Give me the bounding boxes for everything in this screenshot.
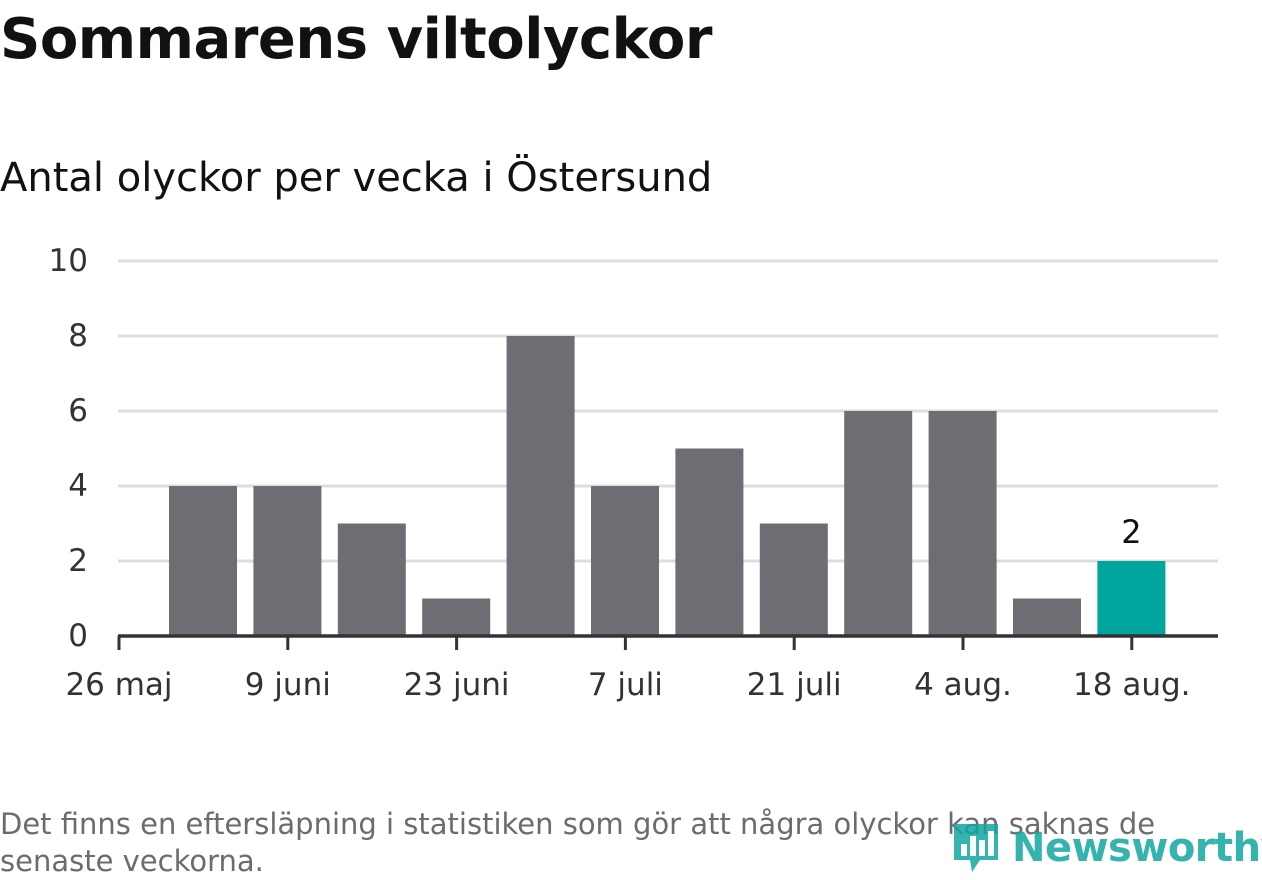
brand-name: Newsworthy bbox=[1012, 825, 1262, 871]
bar bbox=[422, 598, 491, 636]
chart-subtitle: Antal olyckor per vecka i Östersund bbox=[0, 155, 713, 201]
bar bbox=[675, 448, 744, 636]
y-tick-label: 10 bbox=[49, 243, 88, 279]
x-axis-tick-labels: 26 maj 9 juni 23 juni 7 juli 21 juli 4 aug. 18… bbox=[65, 667, 1190, 703]
x-axis bbox=[117, 634, 1218, 650]
bar bbox=[591, 486, 659, 636]
bar bbox=[759, 523, 828, 636]
bar bbox=[844, 411, 913, 636]
bar bbox=[253, 486, 322, 636]
bar-chart-bubble-icon bbox=[954, 824, 998, 872]
x-tick-label: 9 juni bbox=[245, 667, 331, 703]
y-axis-tick-labels: 0 2 4 6 8 10 bbox=[49, 243, 88, 654]
x-tick-label: 18 aug. bbox=[1073, 667, 1190, 703]
brand-logo[interactable]: Newsworthy bbox=[950, 818, 1262, 878]
bar bbox=[506, 336, 575, 636]
y-tick-label: 4 bbox=[68, 468, 88, 504]
y-tick-label: 6 bbox=[68, 393, 88, 429]
x-tick-label: 7 juli bbox=[588, 667, 663, 703]
data-label: 2 bbox=[1121, 513, 1141, 551]
y-tick-label: 0 bbox=[68, 618, 88, 654]
data-labels: 2 bbox=[1121, 513, 1141, 551]
chart-title: Sommarens viltolyckor bbox=[0, 7, 712, 72]
y-tick-label: 2 bbox=[68, 543, 88, 579]
bar bbox=[1013, 598, 1081, 636]
x-tick-label: 26 maj bbox=[65, 667, 172, 703]
bars bbox=[169, 336, 1166, 636]
bar bbox=[169, 486, 237, 636]
bar bbox=[337, 523, 406, 636]
x-tick-label: 4 aug. bbox=[914, 667, 1012, 703]
bar bbox=[1097, 561, 1166, 636]
x-tick-label: 23 juni bbox=[404, 667, 510, 703]
x-tick-label: 21 juli bbox=[747, 667, 842, 703]
bar bbox=[928, 411, 997, 636]
y-tick-label: 8 bbox=[68, 318, 88, 354]
